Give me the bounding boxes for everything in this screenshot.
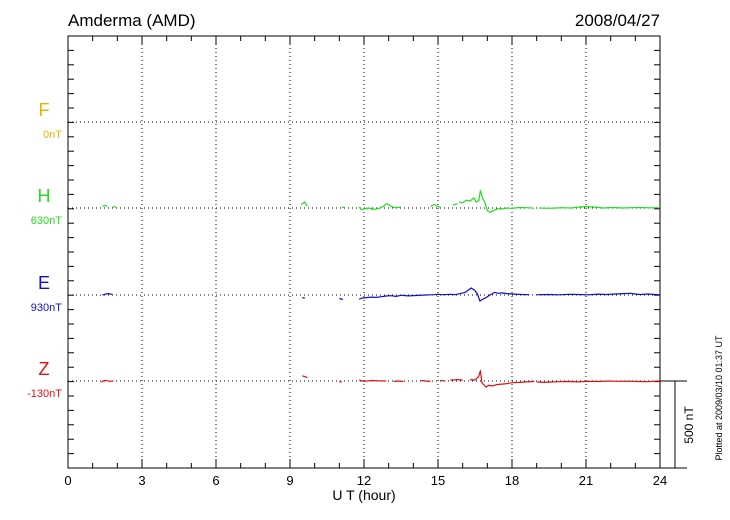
x-tick-label-6: 6 (212, 473, 219, 488)
series-name-f: F (39, 100, 50, 120)
series-trace-z-7 (450, 379, 463, 381)
series-trace-e-3 (358, 287, 530, 302)
series-trace-z-5 (420, 379, 431, 383)
series-baseline-label-f: 0nT (43, 129, 62, 141)
series-trace-z-0 (101, 379, 114, 383)
grid-layer (141, 36, 587, 468)
scale-bar-label: 500 nT (682, 406, 696, 444)
x-axis-title: U T (hour) (332, 487, 395, 503)
series-trace-e-4 (536, 292, 661, 296)
station-title: Amderma (AMD) (68, 11, 196, 30)
x-tick-label-9: 9 (286, 473, 293, 488)
series-name-e: E (38, 273, 50, 293)
series-trace-z-6 (440, 379, 446, 382)
series-trace-h-7 (458, 190, 535, 213)
series-baseline-label-e: 930nT (31, 302, 62, 314)
x-tick-label-15: 15 (431, 473, 445, 488)
series-trace-h-4 (358, 203, 402, 211)
series-trace-h-5 (430, 203, 441, 209)
series-trace-e-0 (102, 293, 113, 296)
series-trace-h-2 (300, 201, 308, 207)
series-name-h: H (38, 186, 51, 206)
series-trace-h-6 (452, 203, 458, 206)
series-trace-z-3 (358, 379, 387, 382)
tick-layer (67, 36, 661, 468)
series-baseline-label-z: -130nT (27, 388, 62, 400)
series-trace-h-8 (539, 206, 661, 209)
x-tick-label-3: 3 (138, 473, 145, 488)
x-tick-label-0: 0 (64, 473, 71, 488)
series-trace-h-0 (102, 204, 108, 208)
series-trace-z-4 (393, 380, 404, 383)
x-tick-label-21: 21 (579, 473, 593, 488)
label-layer: 0 3 6 9 12 15 18 21 24 F 0nT H 630nT E 930nT Z -130nT (27, 100, 667, 488)
series-trace-e-1 (302, 297, 305, 299)
series-trace-z-9 (536, 380, 661, 383)
date-label: 2008/04/27 (575, 11, 660, 30)
series-trace-z-8 (470, 370, 535, 388)
series-trace-e-2 (339, 297, 344, 300)
series-name-z: Z (39, 359, 50, 379)
x-tick-label-12: 12 (357, 473, 371, 488)
series-layer (101, 190, 661, 388)
x-tick-label-24: 24 (653, 473, 667, 488)
series-trace-h-1 (112, 206, 117, 208)
x-tick-label-18: 18 (505, 473, 519, 488)
plotted-timestamp: Plotted at 2009/03/10 01:37 UT (714, 335, 724, 461)
series-baseline-label-h: 630nT (31, 215, 62, 227)
series-trace-z-1 (302, 375, 308, 379)
